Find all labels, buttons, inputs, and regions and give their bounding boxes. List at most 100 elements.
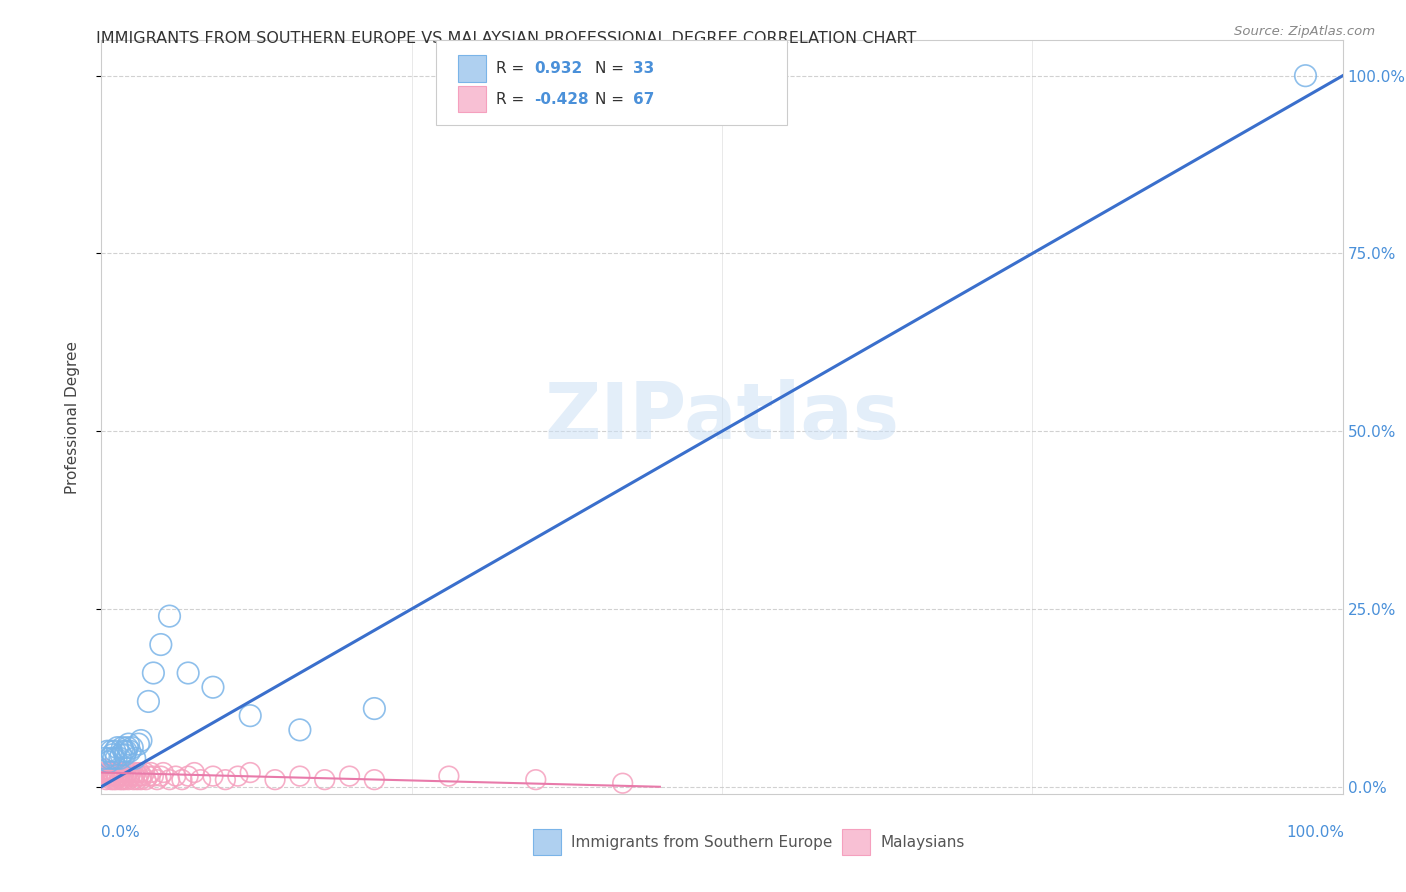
Point xyxy=(183,765,205,780)
Point xyxy=(149,769,172,783)
Point xyxy=(112,765,135,780)
Text: Immigrants from Southern Europe: Immigrants from Southern Europe xyxy=(571,835,832,849)
Point xyxy=(98,765,121,780)
Point xyxy=(100,772,122,787)
Point xyxy=(97,769,120,783)
Point xyxy=(107,765,129,780)
Point xyxy=(117,765,139,780)
Point xyxy=(112,769,135,783)
Point xyxy=(100,765,122,780)
Text: Malaysians: Malaysians xyxy=(880,835,965,849)
Point xyxy=(115,769,138,783)
Y-axis label: Professional Degree: Professional Degree xyxy=(66,341,80,493)
Point xyxy=(108,772,131,787)
Text: R =: R = xyxy=(496,62,524,76)
Point xyxy=(103,769,125,783)
Point xyxy=(94,762,117,776)
Point xyxy=(96,744,118,758)
Point xyxy=(105,769,128,783)
Text: 67: 67 xyxy=(633,92,654,106)
Point xyxy=(122,772,145,787)
Point xyxy=(91,765,114,780)
Text: 100.0%: 100.0% xyxy=(1286,825,1344,840)
Point xyxy=(120,765,142,780)
Point xyxy=(121,740,143,755)
Text: 33: 33 xyxy=(633,62,654,76)
Point xyxy=(524,772,547,787)
Point xyxy=(104,744,127,758)
Point xyxy=(103,772,125,787)
Point xyxy=(139,765,162,780)
Point xyxy=(96,772,118,787)
Point xyxy=(108,769,131,783)
Point xyxy=(128,765,150,780)
Point xyxy=(170,772,193,787)
Point xyxy=(124,769,146,783)
Point xyxy=(190,772,212,787)
Point xyxy=(111,772,134,787)
Point xyxy=(93,769,115,783)
Point xyxy=(94,751,117,765)
Point xyxy=(146,772,169,787)
Text: IMMIGRANTS FROM SOUTHERN EUROPE VS MALAYSIAN PROFESSIONAL DEGREE CORRELATION CHA: IMMIGRANTS FROM SOUTHERN EUROPE VS MALAY… xyxy=(96,31,915,46)
Point xyxy=(98,769,121,783)
Point xyxy=(214,772,236,787)
Point xyxy=(127,769,149,783)
Point xyxy=(177,665,200,680)
Text: Source: ZipAtlas.com: Source: ZipAtlas.com xyxy=(1234,25,1375,38)
Text: 0.932: 0.932 xyxy=(534,62,582,76)
Text: ZIPatlas: ZIPatlas xyxy=(544,379,900,455)
Point xyxy=(118,744,141,758)
Point xyxy=(110,765,132,780)
Point xyxy=(288,723,311,737)
Point xyxy=(117,737,139,751)
Point xyxy=(363,701,385,715)
Point xyxy=(114,747,136,762)
Point xyxy=(165,769,187,783)
Point xyxy=(437,769,460,783)
Point xyxy=(142,769,165,783)
Text: N =: N = xyxy=(595,92,624,106)
Text: 0.0%: 0.0% xyxy=(101,825,141,840)
Text: N =: N = xyxy=(595,62,624,76)
Point xyxy=(129,772,152,787)
Point xyxy=(239,765,262,780)
Point xyxy=(135,772,157,787)
Point xyxy=(239,708,262,723)
Point xyxy=(127,772,149,787)
Point xyxy=(101,765,124,780)
Point xyxy=(110,747,132,762)
Point xyxy=(105,772,128,787)
Point xyxy=(105,769,128,783)
Point xyxy=(149,638,172,652)
Point xyxy=(177,769,200,783)
Point xyxy=(114,772,136,787)
Text: R =: R = xyxy=(496,92,524,106)
Point xyxy=(117,772,139,787)
Point xyxy=(129,733,152,747)
Point xyxy=(159,772,181,787)
Point xyxy=(138,694,160,708)
Point xyxy=(104,765,127,780)
Point xyxy=(105,740,128,755)
Point xyxy=(118,769,141,783)
Point xyxy=(142,665,165,680)
Point xyxy=(101,747,124,762)
Point xyxy=(111,740,134,755)
Point xyxy=(264,772,287,787)
Point xyxy=(226,769,249,783)
Point xyxy=(363,772,385,787)
Point xyxy=(108,751,131,765)
Point xyxy=(117,740,139,755)
Point xyxy=(103,751,125,765)
Point xyxy=(100,744,122,758)
Point xyxy=(105,751,128,765)
Point xyxy=(101,769,124,783)
Point xyxy=(97,755,120,769)
Point xyxy=(152,765,174,780)
Point xyxy=(612,776,634,790)
Point xyxy=(1295,69,1317,83)
Point xyxy=(314,772,336,787)
Point xyxy=(97,765,120,780)
Text: -0.428: -0.428 xyxy=(534,92,589,106)
